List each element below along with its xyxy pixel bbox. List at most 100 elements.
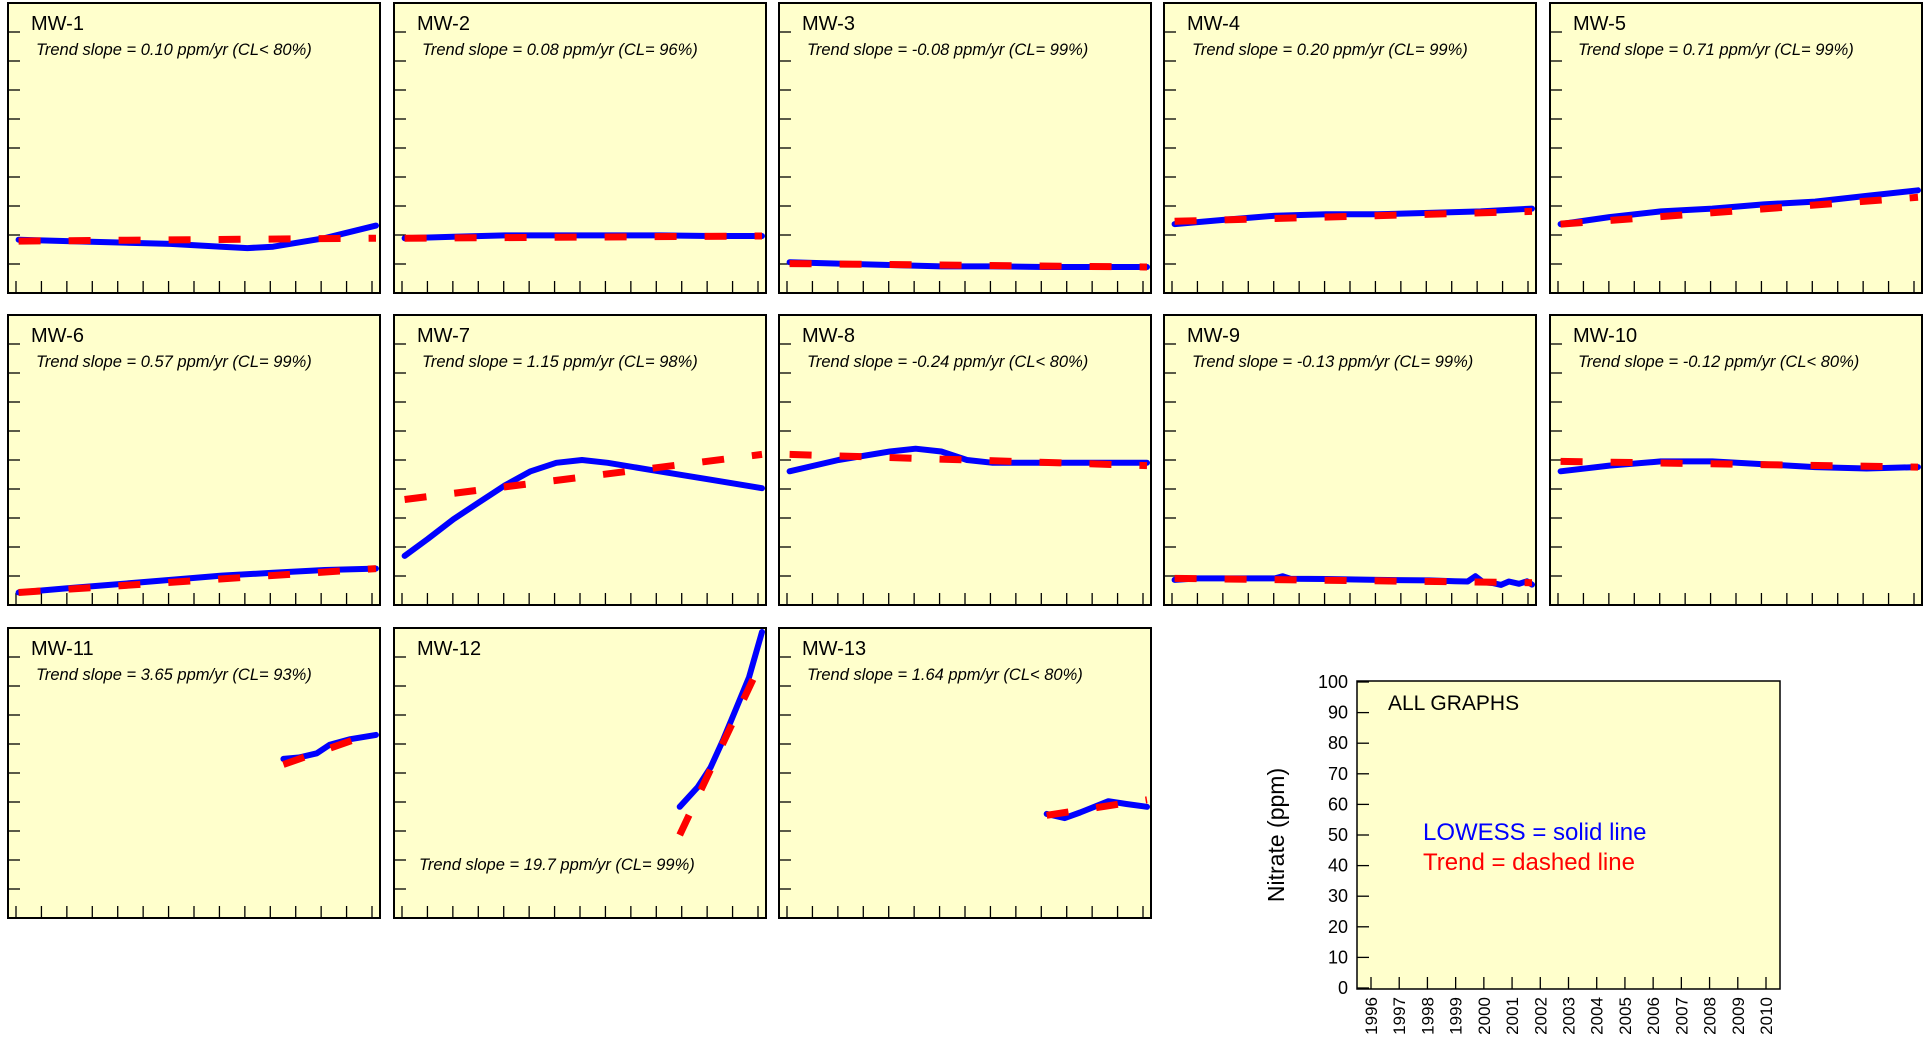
- y-tick-label: 30: [1328, 886, 1348, 906]
- x-tick-label: 1999: [1447, 997, 1466, 1035]
- panel-frame: [1549, 2, 1923, 294]
- legend-lowess-label: LOWESS = solid line: [1423, 819, 1646, 846]
- x-tick-label: 2005: [1616, 997, 1635, 1035]
- x-tick-label: 2007: [1672, 997, 1691, 1035]
- y-tick-label: 90: [1328, 703, 1348, 723]
- x-tick-label: 1997: [1390, 997, 1409, 1035]
- x-tick-label: 2000: [1475, 997, 1494, 1035]
- trend-line: [1174, 207, 1533, 225]
- trend-slope-label: Trend slope = 3.65 ppm/yr (CL= 93%): [36, 666, 312, 684]
- panel-frame: [1163, 2, 1537, 294]
- tick-marks: [779, 314, 1144, 605]
- panel-title: MW-7: [417, 325, 470, 347]
- y-tick-label: 50: [1328, 825, 1348, 845]
- trend-slope-label: Trend slope = -0.13 ppm/yr (CL= 99%): [1192, 353, 1473, 371]
- panel-mw-5: MW-5 Trend slope = 0.71 ppm/yr (CL= 99%): [1549, 2, 1923, 294]
- x-tick-label: 1996: [1362, 997, 1381, 1035]
- x-tick-label: 2004: [1588, 997, 1607, 1035]
- trend-line: [789, 260, 1148, 271]
- trend-line: [404, 232, 763, 242]
- y-tick-label: 10: [1328, 947, 1348, 967]
- panel-title: MW-12: [417, 638, 481, 660]
- tick-marks: [8, 314, 373, 605]
- panel-title: MW-10: [1573, 325, 1637, 347]
- panel-frame: [778, 2, 1152, 294]
- lowess-line: [786, 445, 1150, 475]
- panel-title: MW-13: [802, 638, 866, 660]
- tick-marks: [394, 2, 759, 293]
- panel-mw-8: MW-8 Trend slope = -0.24 ppm/yr (CL< 80%): [778, 314, 1152, 606]
- lowess-line: [1043, 798, 1150, 822]
- tick-marks: [394, 627, 759, 918]
- y-tick-label: 60: [1328, 794, 1348, 814]
- panel-title: MW-11: [31, 638, 94, 660]
- tick-marks: [8, 627, 373, 918]
- trend-line: [18, 234, 377, 245]
- key-frame: [1356, 680, 1781, 990]
- panel-title: MW-1: [31, 13, 84, 35]
- panel-mw-12: MW-12 Trend slope = 19.7 ppm/yr (CL= 99%): [393, 627, 767, 919]
- panel-mw-13: MW-13 Trend slope = 1.64 ppm/yr (CL< 80%): [778, 627, 1152, 919]
- panel-frame: [1163, 314, 1537, 606]
- trend-slope-label: Trend slope = -0.12 ppm/yr (CL< 80%): [1578, 353, 1859, 371]
- panel-mw-2: MW-2 Trend slope = 0.08 ppm/yr (CL= 96%): [393, 2, 767, 294]
- trend-line: [1046, 796, 1148, 819]
- panel-title: MW-8: [802, 325, 855, 347]
- panel-title: MW-5: [1573, 13, 1626, 35]
- tick-marks: [1550, 314, 1915, 605]
- panel-mw-3: MW-3 Trend slope = -0.08 ppm/yr (CL= 99%): [778, 2, 1152, 294]
- tick-marks: [8, 2, 373, 293]
- panel-title: MW-2: [417, 13, 470, 35]
- x-tick-label: 2006: [1644, 997, 1663, 1035]
- legend-trend-label: Trend = dashed line: [1423, 849, 1635, 876]
- tick-marks: [779, 627, 1144, 918]
- y-tick-label: 80: [1328, 733, 1348, 753]
- panel-mw-6: MW-6 Trend slope = 0.57 ppm/yr (CL= 99%): [7, 314, 381, 606]
- panel-frame: [393, 2, 767, 294]
- trend-line: [404, 450, 763, 503]
- y-axis-label: Nitrate (ppm): [1263, 768, 1289, 902]
- panel-title: MW-4: [1187, 13, 1240, 35]
- trend-slope-label: Trend slope = -0.24 ppm/yr (CL< 80%): [807, 353, 1088, 371]
- x-tick-label: 2003: [1560, 997, 1579, 1035]
- trend-slope-label: Trend slope = 0.71 ppm/yr (CL= 99%): [1578, 41, 1854, 59]
- trend-slope-label: Trend slope = -0.08 ppm/yr (CL= 99%): [807, 41, 1088, 59]
- trend-slope-label: Trend slope = 1.15 ppm/yr (CL= 98%): [422, 353, 698, 371]
- trend-slope-label: Trend slope = 1.64 ppm/yr (CL< 80%): [807, 666, 1083, 684]
- panel-mw-4: MW-4 Trend slope = 0.20 ppm/yr (CL= 99%): [1163, 2, 1537, 294]
- panel-title: MW-9: [1187, 325, 1240, 347]
- trend-line: [1560, 457, 1919, 471]
- panel-mw-11: MW-11 Trend slope = 3.65 ppm/yr (CL= 93%): [7, 627, 381, 919]
- trend-line: [1174, 574, 1533, 587]
- panel-title: MW-3: [802, 13, 855, 35]
- tick-marks: [779, 2, 1144, 293]
- trend-slope-label: Trend slope = 19.7 ppm/yr (CL= 99%): [419, 856, 695, 874]
- legend-panel: ALL GRAPHS LOWESS = solid line Trend = das…: [1263, 672, 1781, 1035]
- trend-line: [1560, 193, 1919, 228]
- panel-mw-9: MW-9 Trend slope = -0.13 ppm/yr (CL= 99%): [1163, 314, 1537, 606]
- panel-mw-10: MW-10 Trend slope = -0.12 ppm/yr (CL< 80%…: [1549, 314, 1923, 606]
- trend-slope-label: Trend slope = 0.10 ppm/yr (CL< 80%): [36, 41, 312, 59]
- key-title: ALL GRAPHS: [1388, 692, 1519, 715]
- trend-line: [676, 664, 763, 837]
- x-tick-label: 2010: [1757, 997, 1776, 1035]
- trend-line: [789, 450, 1148, 470]
- panel-frame: [778, 627, 1152, 919]
- y-tick-label: 0: [1338, 978, 1348, 998]
- x-tick-label: 2009: [1729, 997, 1748, 1035]
- trend-line: [18, 565, 377, 596]
- trend-line: [282, 728, 378, 768]
- tick-marks: [1164, 314, 1529, 605]
- x-tick-label: 2002: [1531, 997, 1550, 1035]
- y-tick-label: 100: [1318, 672, 1348, 692]
- trend-slope-label: Trend slope = 0.20 ppm/yr (CL= 99%): [1192, 41, 1468, 59]
- tick-marks: [1550, 2, 1915, 293]
- panel-frame: [7, 314, 381, 606]
- tick-marks: [394, 314, 759, 605]
- y-tick-label: 70: [1328, 764, 1348, 784]
- trend-slope-label: Trend slope = 0.08 ppm/yr (CL= 96%): [422, 41, 698, 59]
- y-tick-label: 40: [1328, 856, 1348, 876]
- lowess-line: [1557, 187, 1921, 228]
- tick-marks: [1164, 2, 1529, 293]
